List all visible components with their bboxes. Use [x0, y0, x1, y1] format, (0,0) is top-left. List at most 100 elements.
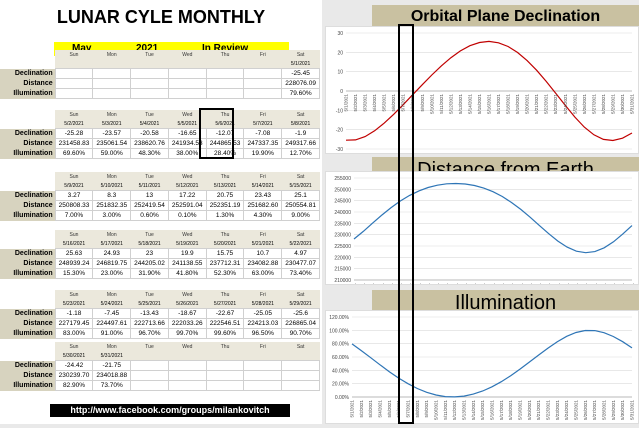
- current-day-highlight: [199, 108, 234, 159]
- weekday-header: Mon: [93, 172, 131, 181]
- footer-url[interactable]: http://www.facebook.com/groups/milankovi…: [50, 404, 290, 417]
- illumination-cell: 79.60%: [282, 89, 320, 99]
- y-tick-label: -20: [336, 128, 343, 134]
- weekday-header: Sat: [282, 342, 320, 351]
- x-tick-label: 5/23/2021: [553, 94, 558, 115]
- declination-cell: [168, 361, 206, 371]
- declination-cell: [131, 69, 169, 79]
- weekday-header: Thu: [206, 50, 244, 59]
- declination-cell: [93, 69, 131, 79]
- page-title: LUNAR CYLE MONTHLY PROPERTIES: [0, 0, 322, 34]
- x-tick-label: 5/31/2021: [630, 400, 635, 421]
- week-row-declination: Declination-25.28-23.57-20.58-16.65-12.0…: [0, 129, 320, 139]
- date-cell: 5/30/2021: [55, 351, 93, 361]
- date-cell: [168, 351, 206, 361]
- date-cell: 5/21/2021: [244, 239, 282, 249]
- row-label-empty: [0, 50, 55, 59]
- date-cell: 5/9/2021: [55, 181, 93, 191]
- distance-cell: 251682.60: [244, 201, 282, 211]
- y-tick-label: 215000: [334, 267, 351, 273]
- illumination-cell: [131, 89, 169, 99]
- series-line: [354, 184, 632, 253]
- date-cell: 5/17/2021: [93, 239, 131, 249]
- x-tick-label: 5/12/2021: [448, 94, 453, 115]
- y-tick-label: 120.00%: [329, 315, 349, 321]
- date-cell: 5/14/2021: [244, 181, 282, 191]
- x-tick-label: 5/13/2021: [463, 283, 468, 284]
- declination-cell: [206, 361, 244, 371]
- x-tick-label: 5/26/2021: [582, 94, 587, 115]
- y-tick-label: 10: [337, 70, 343, 76]
- x-tick-label: 5/28/2021: [601, 94, 606, 115]
- declination-cell: -22.67: [206, 309, 244, 319]
- y-tick-label: -30: [336, 147, 343, 153]
- weekday-header: Mon: [93, 50, 131, 59]
- x-tick-label: 5/29/2021: [610, 94, 615, 115]
- illumination-cell: [168, 89, 206, 99]
- x-tick-label: 5/21/2021: [536, 400, 541, 421]
- y-tick-label: 210000: [334, 278, 351, 284]
- date-cell: [55, 59, 93, 69]
- distance-cell: 230477.07: [282, 259, 320, 269]
- x-tick-label: 5/17/2021: [499, 400, 504, 421]
- week-row-dates: 5/1/2021: [0, 59, 320, 69]
- date-cell: 5/20/2021: [206, 239, 244, 249]
- declination-cell: -25.45: [282, 69, 320, 79]
- x-tick-label: 5/25/2021: [574, 400, 579, 421]
- distance-cell: 252351.19: [206, 201, 244, 211]
- weekday-header: Tue: [131, 50, 169, 59]
- declination-cell: -24.42: [55, 361, 93, 371]
- x-tick-label: 5/9/2021: [420, 94, 425, 112]
- distance-cell: 238620.76: [131, 139, 169, 149]
- x-tick-label: 5/5/2021: [382, 94, 387, 112]
- illumination-cell: 12.70%: [282, 149, 320, 159]
- illumination-cell: 31.90%: [131, 269, 169, 279]
- distance-cell: 248939.24: [55, 259, 93, 269]
- weekday-header: Fri: [244, 342, 282, 351]
- distance-cell: 247337.35: [244, 139, 282, 149]
- row-label: Declination: [0, 249, 55, 259]
- illumination-cell: 4.30%: [244, 211, 282, 221]
- weekday-header: Sun: [55, 230, 93, 239]
- x-tick-label: 5/21/2021: [534, 94, 539, 115]
- row-label: Declination: [0, 309, 55, 319]
- distance-cell: 244205.02: [131, 259, 169, 269]
- date-cell: [244, 351, 282, 361]
- x-tick-label: 5/10/2021: [434, 400, 439, 421]
- weekday-header: Fri: [244, 230, 282, 239]
- y-tick-label: 245000: [334, 199, 351, 205]
- weekday-header: Sun: [55, 50, 93, 59]
- declination-cell: 19.9: [168, 249, 206, 259]
- weekday-header: Fri: [244, 290, 282, 299]
- date-cell: 5/12/2021: [168, 181, 206, 191]
- row-label: Distance: [0, 371, 55, 381]
- date-cell: [131, 351, 169, 361]
- x-tick-label: 5/12/2021: [453, 283, 458, 284]
- row-label-empty: [0, 59, 55, 69]
- x-tick-label: 5/29/2021: [611, 283, 616, 284]
- weekday-header: Tue: [131, 172, 169, 181]
- y-tick-label: 20.00%: [332, 382, 350, 388]
- weekday-header: Mon: [93, 342, 131, 351]
- declination-cell: 23.43: [244, 191, 282, 201]
- x-tick-label: 5/24/2021: [565, 283, 570, 284]
- illumination-cell: 0.60%: [131, 211, 169, 221]
- y-tick-label: 225000: [334, 244, 351, 250]
- weekday-header: Sun: [55, 342, 93, 351]
- illumination-cell: [131, 381, 169, 391]
- x-tick-label: 5/30/2021: [620, 94, 625, 115]
- weekday-header: Wed: [168, 290, 206, 299]
- date-cell: [206, 351, 244, 361]
- distance-cell: 234082.88: [244, 259, 282, 269]
- illumination-cell: 3.00%: [93, 211, 131, 221]
- declination-cell: -25.05: [244, 309, 282, 319]
- x-tick-label: 5/23/2021: [555, 400, 560, 421]
